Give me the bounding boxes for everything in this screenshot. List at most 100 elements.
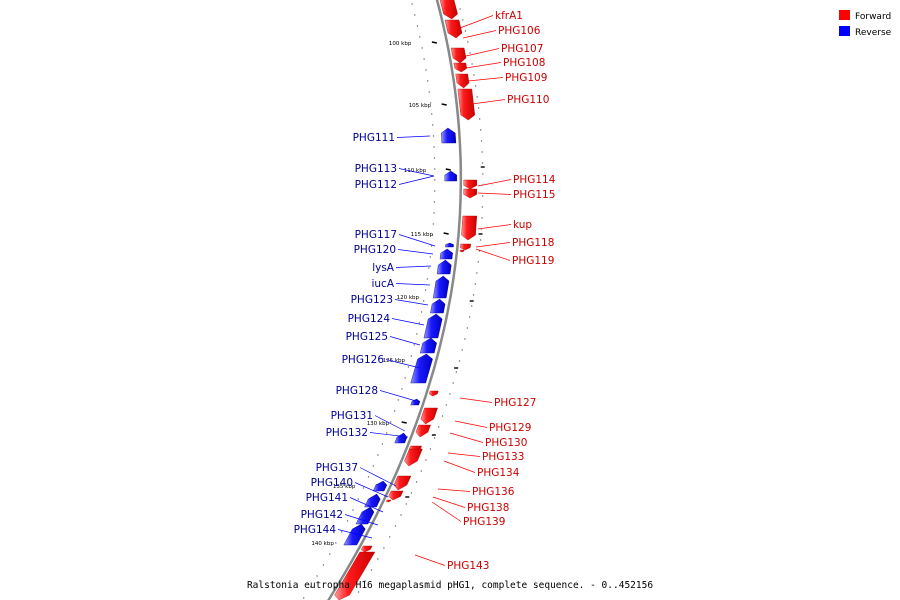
reverse-gene [372, 480, 388, 492]
map-caption: Ralstonia eutropha H16 megaplasmid pHG1,… [247, 580, 653, 591]
reverse-gene-label: PHG140 [311, 477, 353, 489]
ruler-dot [481, 206, 484, 208]
ruler-dot [467, 41, 469, 43]
ruler-dot [335, 542, 337, 544]
forward-gene [463, 179, 477, 190]
forward-gene-label: PHG143 [447, 560, 489, 572]
ruler-dot [357, 498, 359, 500]
ruler-dot [464, 30, 467, 32]
label-leader-line [391, 318, 425, 326]
forward-gene-label: PHG114 [513, 174, 556, 186]
reverse-gene [430, 298, 446, 314]
scale-label: 140 kbp [311, 541, 334, 547]
ruler-dot [476, 272, 478, 274]
label-leaders [337, 15, 512, 566]
label-leader-line [431, 501, 462, 522]
scale-tick [431, 41, 438, 44]
forward-gene-label: PHG108 [503, 57, 545, 69]
forward-gene [463, 188, 478, 199]
reverse-gene [343, 523, 366, 546]
ruler-dot [430, 245, 433, 247]
ruler-dot [424, 289, 427, 291]
ruler-dot [482, 195, 484, 197]
ruler-dot [441, 415, 444, 417]
forward-gene-label: PHG118 [512, 237, 554, 249]
forward-gene [450, 47, 467, 64]
ruler-dot [432, 124, 434, 126]
ruler-dot [432, 223, 434, 225]
ruler-dot [414, 14, 416, 16]
ruler-dot [393, 410, 396, 412]
ruler-dot [481, 217, 483, 219]
ruler-dot [428, 91, 430, 93]
ruler-dot [445, 404, 447, 406]
forward-gene [453, 62, 468, 73]
ruler-dot [423, 58, 425, 60]
reverse-gene [445, 242, 454, 248]
scale-label: 120 kbp [397, 295, 420, 301]
ruler-dot [429, 256, 431, 258]
ruler-dot [309, 586, 312, 588]
reverse-gene [423, 313, 443, 339]
ruler-dot [419, 36, 421, 38]
ruler-dot [346, 520, 349, 522]
forward-gene [415, 424, 431, 438]
forward-gene [439, 0, 458, 20]
ruler-dot [438, 426, 440, 428]
ruler-dot [471, 63, 473, 65]
ruler-dot [377, 558, 379, 560]
ruler-dot [405, 503, 407, 505]
reverse-gene-label: PHG113 [355, 163, 397, 175]
ruler-dot [434, 179, 436, 181]
ruler-dot [458, 360, 461, 362]
ruler-dot [420, 311, 423, 313]
reverse-gene-label: PHG120 [354, 244, 396, 256]
reverse-gene [444, 170, 457, 182]
forward-gene-label: kfrA1 [495, 10, 523, 22]
forward-gene [461, 215, 478, 241]
forward-gene-label: PHG133 [482, 451, 524, 463]
ruler-dot [433, 201, 436, 203]
ruler-dot [434, 190, 436, 192]
ruler-dot [383, 547, 385, 549]
scale-label: 110 kbp [404, 168, 427, 174]
label-leader-line [447, 452, 481, 457]
forward-gene-label: PHG134 [477, 467, 520, 479]
legend-reverse-label: Reverse [855, 28, 892, 38]
ruler-dot [364, 580, 366, 582]
ruler-dots [303, 3, 484, 599]
forward-gene-label: kup [513, 219, 532, 231]
label-leader-line [432, 496, 466, 508]
ruler-dot [474, 283, 476, 285]
ruler-dot [461, 349, 463, 351]
scale-tick [445, 168, 451, 171]
legend: Forward Reverse [839, 10, 892, 38]
label-leader-line [467, 77, 504, 82]
label-leader-line [385, 359, 421, 369]
label-leader-line [398, 168, 435, 177]
reverse-gene-label: PHG111 [353, 132, 395, 144]
ruler-dot [455, 371, 458, 373]
forward-gene [360, 545, 373, 553]
ruler-dot [433, 157, 436, 159]
ruler-dot [410, 355, 413, 357]
ruler-dot [464, 338, 466, 340]
ruler-dot [415, 481, 418, 483]
ruler-dot [410, 492, 413, 494]
reverse-gene-label: PHG126 [342, 354, 385, 366]
ruler-dot [370, 569, 373, 571]
ruler-dot [397, 399, 399, 401]
forward-gene-label: PHG136 [472, 486, 515, 498]
ruler-dot [477, 261, 479, 263]
label-leader-line [396, 135, 431, 138]
reverse-gene [419, 337, 437, 354]
ruler-dot [480, 140, 483, 142]
ruler-dot [431, 234, 434, 236]
reverse-gene [355, 506, 375, 525]
forward-gene [455, 73, 470, 89]
forward-gene [420, 407, 438, 425]
forward-gene-label: PHG106 [498, 25, 541, 37]
backbone-arc [327, 0, 463, 600]
scale-label: 100 kbp [389, 41, 412, 47]
ruler-dot [316, 575, 318, 577]
